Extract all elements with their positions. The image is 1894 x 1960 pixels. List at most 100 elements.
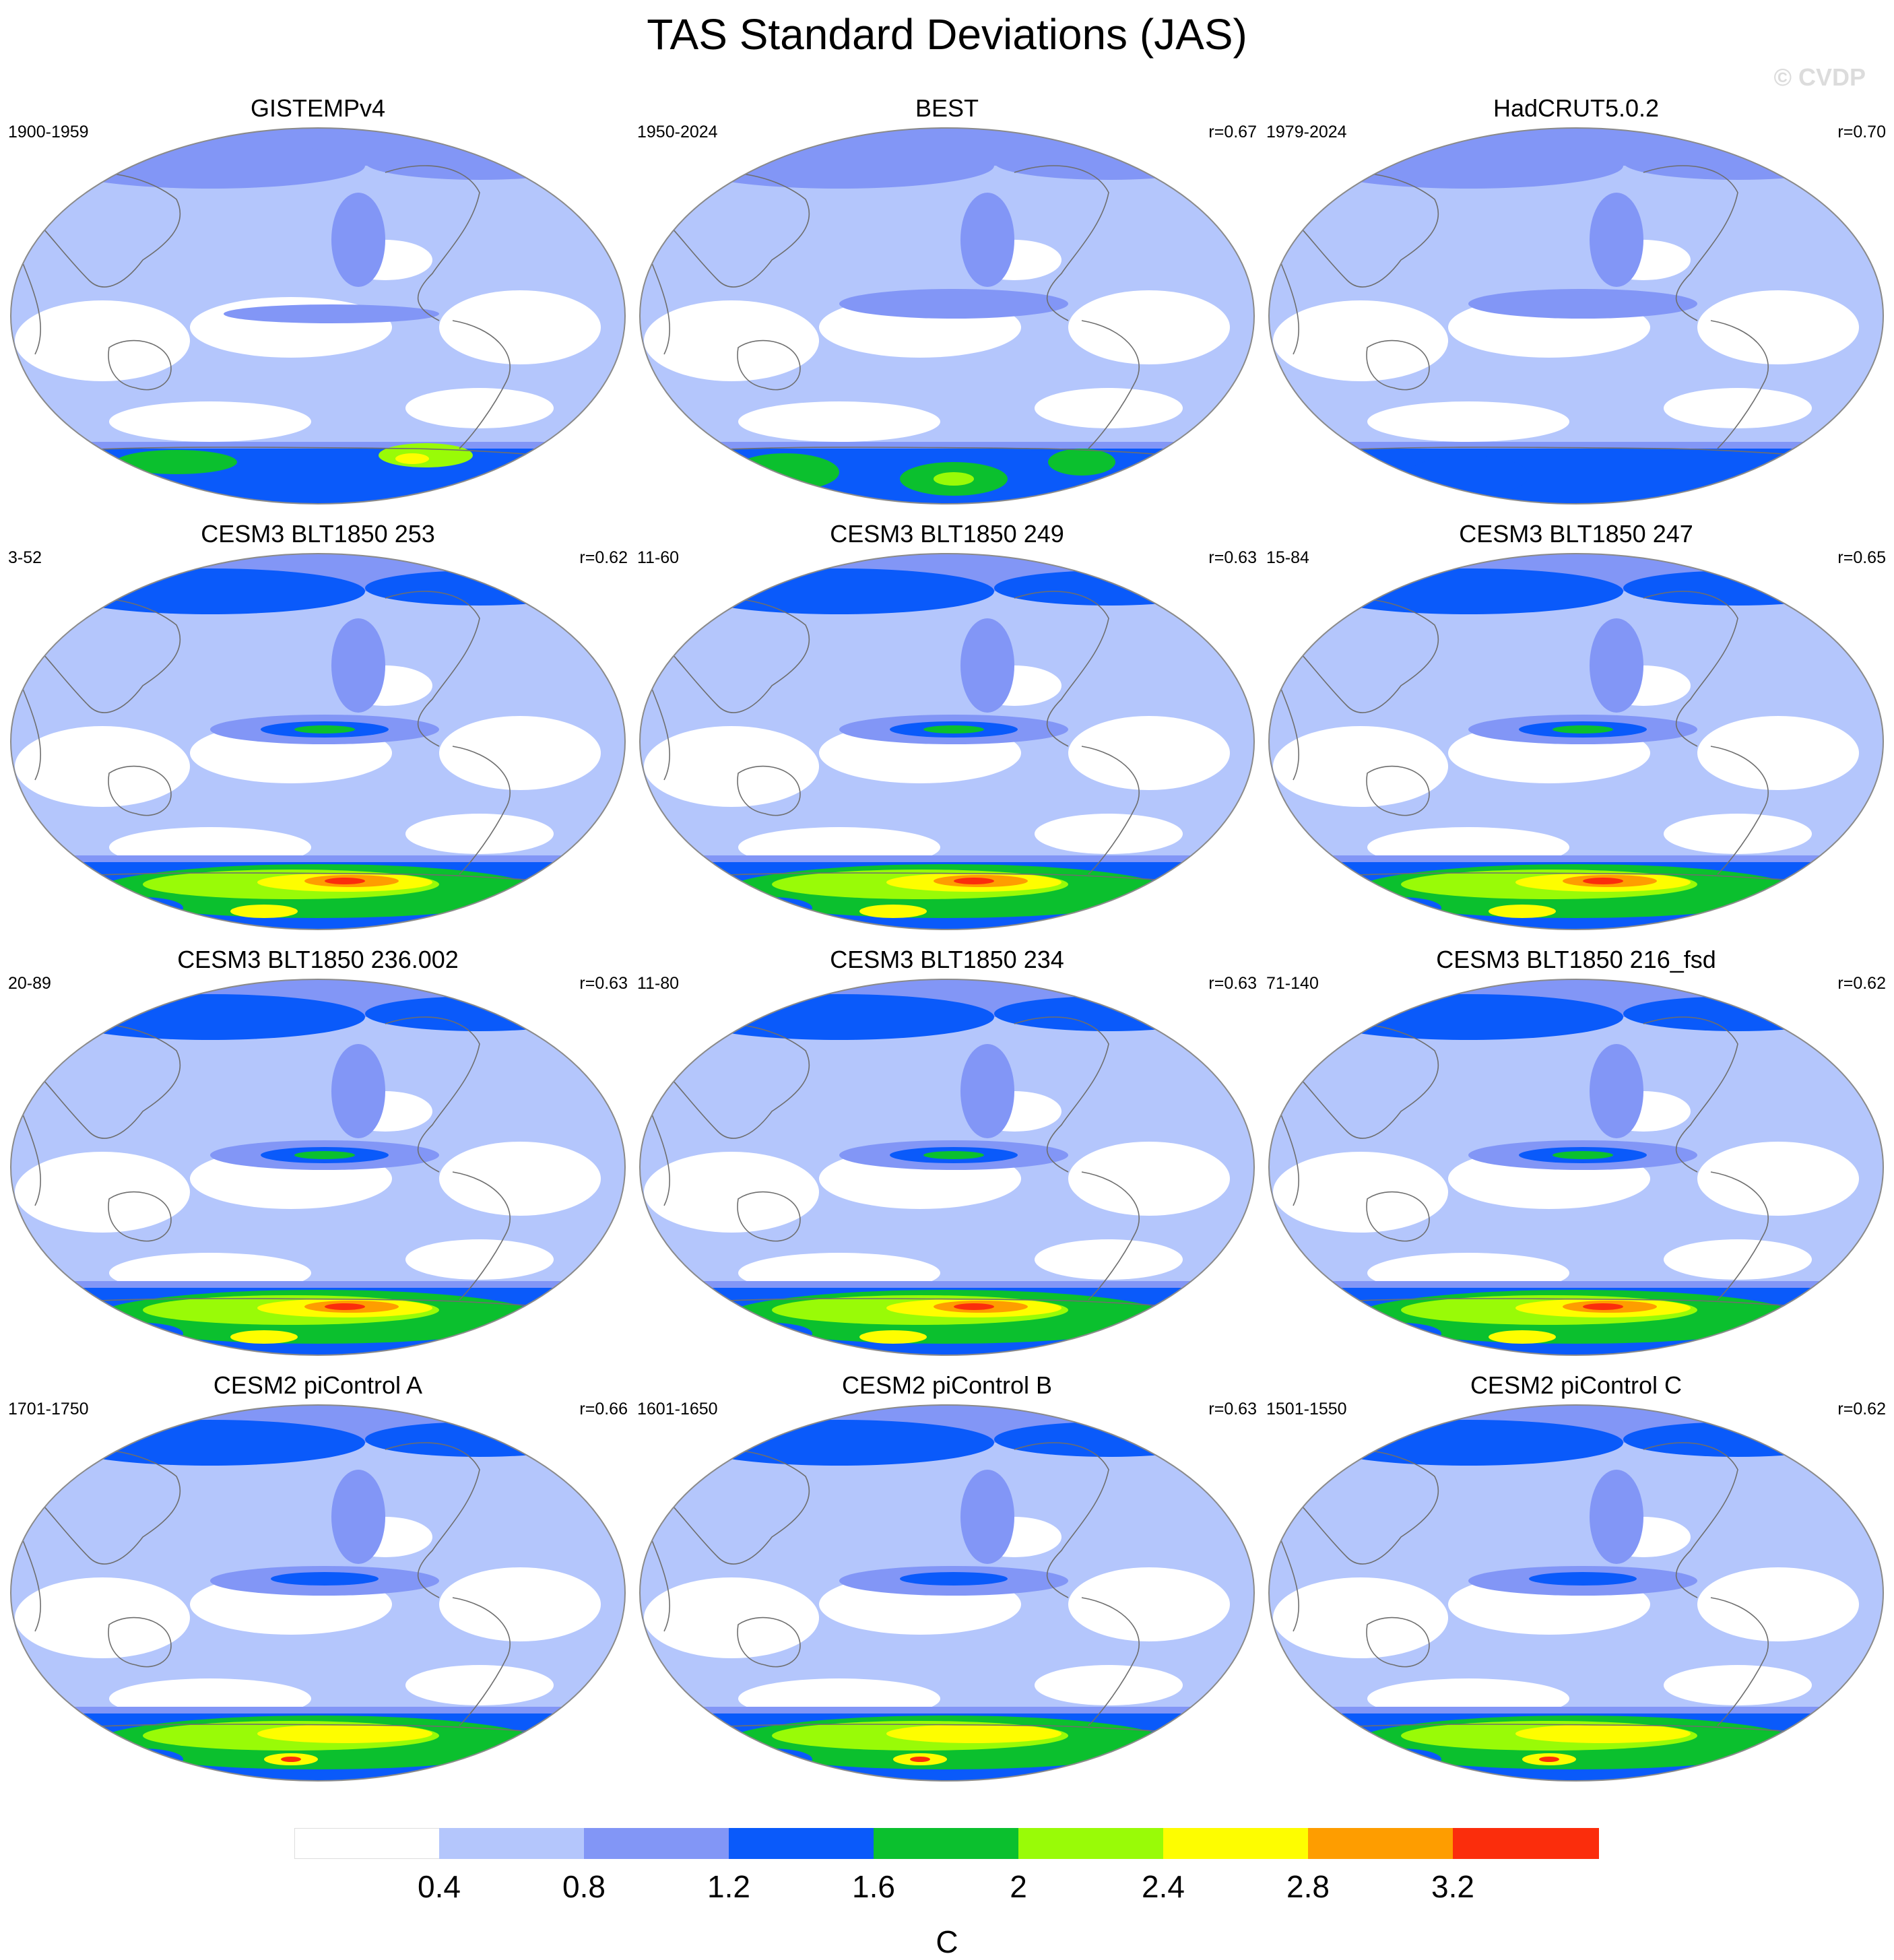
africa-coastline: [650, 1536, 671, 1632]
low-var-zone: [1068, 716, 1230, 790]
south-america-coastline: [452, 1171, 511, 1301]
north-pacific-high-var: [960, 1470, 1014, 1564]
panel-period: 1950-2024: [637, 123, 718, 141]
low-var-zone: [1035, 388, 1183, 428]
map-panel: CESM2 piControl A 1701-1750 r=0.66: [8, 1371, 628, 1789]
south-america-coastline: [1081, 1171, 1140, 1301]
low-var-zone: [1273, 1152, 1448, 1233]
north-america-coastline: [1643, 165, 1738, 321]
map-outline: [639, 979, 1255, 1356]
robinson-map: [639, 1404, 1255, 1782]
antarctic-blue-patch: [102, 1323, 183, 1344]
robinson-map: [1268, 979, 1884, 1356]
low-var-zone: [405, 1665, 554, 1705]
colorbar-tick-label: 0.4: [418, 1869, 461, 1904]
low-var-zone: [738, 401, 940, 442]
map-outline: [10, 1404, 626, 1782]
panel-period: 3-52: [8, 548, 42, 567]
map-outline: [1268, 127, 1884, 504]
south-america-coastline: [1710, 1171, 1769, 1301]
panel-correlation: r=0.66: [579, 1400, 628, 1418]
north-america-coastline: [1643, 1442, 1738, 1598]
map-panel: CESM2 piControl C 1501-1550 r=0.62: [1266, 1371, 1886, 1789]
map-outline: [1268, 979, 1884, 1356]
robinson-map: [10, 1404, 626, 1782]
panel-period: 1501-1550: [1266, 1400, 1347, 1418]
map-outline: [639, 553, 1255, 930]
antarctic-blue-patch: [731, 1749, 812, 1770]
panel-title: CESM3 BLT1850 236.002: [177, 946, 459, 973]
arctic-high-var: [1623, 570, 1852, 606]
north-pacific-high-var: [331, 1470, 385, 1564]
antarctic-high-var: [886, 1724, 1062, 1743]
enso-peak: [923, 725, 984, 733]
panel-title: CESM2 piControl B: [841, 1371, 1053, 1399]
australia-coastline: [737, 1191, 801, 1242]
antarctic-peak: [325, 878, 365, 884]
asia-coastline: [1293, 597, 1439, 713]
asia-coastline: [1293, 1023, 1439, 1139]
panel-period: 15-84: [1266, 548, 1309, 567]
africa-coastline: [650, 1111, 671, 1206]
panel-correlation: r=0.62: [1837, 974, 1886, 993]
enso-tongue: [224, 304, 439, 323]
map-panel: CESM3 BLT1850 216_fsd 71-140 r=0.62: [1266, 946, 1886, 1363]
map-panel: CESM3 BLT1850 236.002 20-89 r=0.63: [8, 946, 628, 1363]
colorbar-swatch: [1018, 1828, 1165, 1859]
asia-coastline: [663, 172, 810, 288]
figure-title: TAS Standard Deviations (JAS): [647, 10, 1247, 59]
north-america-coastline: [1014, 1442, 1109, 1598]
africa-coastline: [650, 259, 671, 355]
australia-coastline: [108, 1616, 172, 1668]
panel-title: CESM2 piControl C: [1470, 1371, 1683, 1399]
asia-coastline: [663, 1449, 810, 1565]
australia-coastline: [737, 765, 801, 816]
panel-title: CESM3 BLT1850 234: [830, 946, 1064, 973]
map-panel: CESM3 BLT1850 249 11-60 r=0.63: [637, 520, 1257, 938]
low-var-zone: [439, 1567, 601, 1641]
map-panel: CESM3 BLT1850 253 3-52 r=0.62: [8, 520, 628, 938]
antarctic-peak: [934, 472, 974, 486]
low-var-zone: [1035, 1665, 1183, 1705]
low-var-zone: [1068, 290, 1230, 364]
low-var-zone: [1068, 1567, 1230, 1641]
panel-period: 1900-1959: [8, 123, 89, 141]
south-america-coastline: [1081, 746, 1140, 875]
map-panel: BEST 1950-2024 r=0.67: [637, 94, 1257, 512]
low-var-zone: [1664, 1665, 1812, 1705]
antarctic-band: [11, 449, 625, 504]
antarctic-high-var: [116, 450, 237, 474]
arctic-high-var: [994, 145, 1223, 180]
north-america-coastline: [1643, 1016, 1738, 1173]
arctic-high-var: [365, 570, 594, 606]
coastlines: [1279, 591, 1846, 885]
colorbar-swatch: [729, 1828, 875, 1859]
south-america-coastline: [1710, 1597, 1769, 1726]
australia-coastline: [1366, 1191, 1430, 1242]
low-var-zone: [644, 726, 819, 807]
panel-correlation: r=0.70: [1837, 123, 1886, 141]
map-outline: [10, 553, 626, 930]
map-panel: CESM2 piControl B 1601-1650 r=0.63: [637, 1371, 1257, 1789]
antarctic-peak: [1539, 1757, 1559, 1762]
colorbar-swatch: [1163, 1828, 1309, 1859]
antarctic-high-var: [859, 1330, 927, 1344]
panel-title: HadCRUT5.0.2: [1493, 94, 1660, 122]
robinson-map: [1268, 1404, 1884, 1782]
south-america-coastline: [1081, 320, 1140, 449]
arctic-high-var: [1623, 145, 1852, 180]
colorbar-swatch: [294, 1828, 440, 1859]
antarctic-high-var: [1408, 455, 1529, 496]
arctic-high-var: [994, 570, 1223, 606]
low-var-zone: [644, 1152, 819, 1233]
colorbar-tick-label: 2.8: [1286, 1869, 1330, 1904]
panel-period: 11-80: [637, 974, 680, 993]
north-america-coastline: [1014, 591, 1109, 747]
north-pacific-high-var: [960, 618, 1014, 713]
low-var-zone: [405, 814, 554, 854]
low-var-zone: [1035, 1239, 1183, 1280]
low-var-zone: [1035, 814, 1183, 854]
enso-peak: [1553, 725, 1613, 733]
north-pacific-high-var: [960, 1044, 1014, 1138]
south-america-coastline: [1710, 746, 1769, 875]
